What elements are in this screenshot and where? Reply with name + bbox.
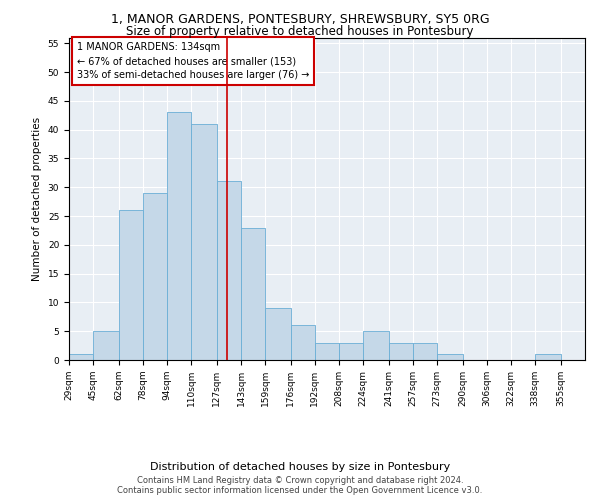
Bar — [339, 342, 363, 360]
Bar — [535, 354, 561, 360]
Text: Distribution of detached houses by size in Pontesbury: Distribution of detached houses by size … — [150, 462, 450, 472]
Y-axis label: Number of detached properties: Number of detached properties — [32, 116, 42, 281]
Bar — [413, 342, 437, 360]
Bar — [217, 182, 241, 360]
Bar — [69, 354, 93, 360]
Text: Size of property relative to detached houses in Pontesbury: Size of property relative to detached ho… — [126, 25, 474, 38]
Bar — [167, 112, 191, 360]
Bar — [143, 193, 167, 360]
Bar — [241, 228, 265, 360]
Text: 1, MANOR GARDENS, PONTESBURY, SHREWSBURY, SY5 0RG: 1, MANOR GARDENS, PONTESBURY, SHREWSBURY… — [110, 12, 490, 26]
Text: Contains HM Land Registry data © Crown copyright and database right 2024.
Contai: Contains HM Land Registry data © Crown c… — [118, 476, 482, 495]
Bar — [191, 124, 217, 360]
Bar — [437, 354, 463, 360]
Text: 1 MANOR GARDENS: 134sqm
← 67% of detached houses are smaller (153)
33% of semi-d: 1 MANOR GARDENS: 134sqm ← 67% of detache… — [77, 42, 309, 80]
Bar — [315, 342, 339, 360]
Bar — [291, 326, 315, 360]
Bar — [265, 308, 291, 360]
Bar — [93, 331, 119, 360]
Bar — [119, 210, 143, 360]
Bar — [389, 342, 413, 360]
Bar — [363, 331, 389, 360]
